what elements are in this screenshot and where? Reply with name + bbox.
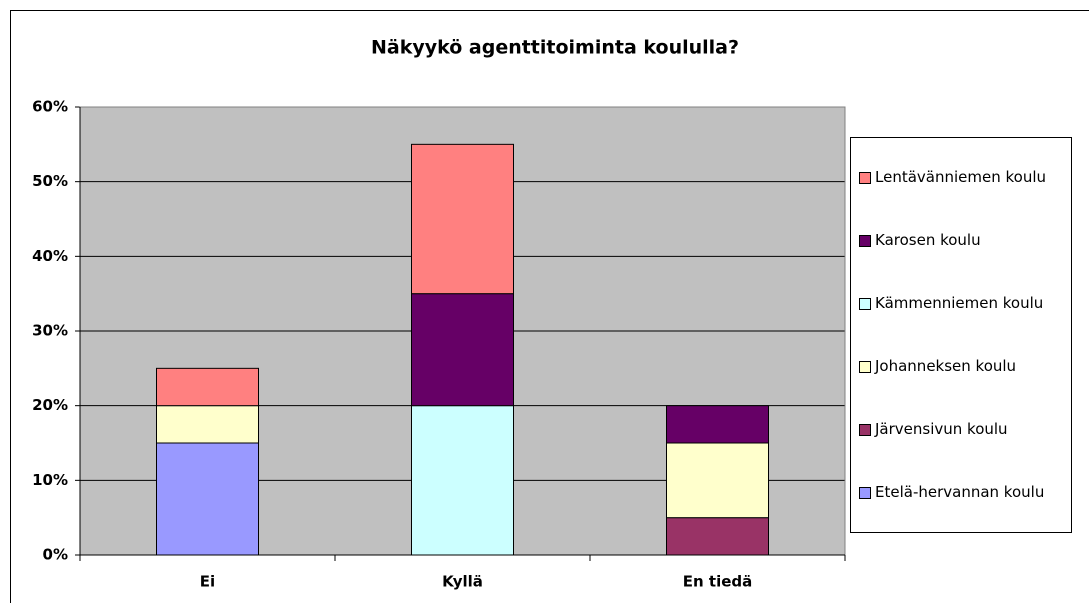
legend-swatch bbox=[859, 487, 871, 499]
bar-segment bbox=[156, 442, 259, 556]
legend-label: Karosen koulu bbox=[875, 231, 981, 249]
legend-item: Lentävänniemen koulu bbox=[859, 168, 1067, 187]
y-tick-label: 10% bbox=[32, 471, 68, 489]
legend-item: Karosen koulu bbox=[859, 231, 1067, 250]
legend-swatch bbox=[859, 361, 871, 373]
legend-item: Kämmenniemen koulu bbox=[859, 294, 1067, 313]
bar-segment bbox=[411, 143, 514, 295]
y-tick-label: 50% bbox=[32, 172, 68, 190]
bar-segment bbox=[666, 517, 769, 556]
legend-label: Järvensivun koulu bbox=[875, 420, 1008, 438]
legend-label: Kämmenniemen koulu bbox=[875, 294, 1044, 312]
bar-segment bbox=[666, 405, 769, 444]
bar-segment bbox=[411, 405, 514, 556]
legend-swatch bbox=[859, 172, 871, 184]
y-tick-label: 0% bbox=[43, 546, 68, 564]
legend-item: Etelä-hervannan koulu bbox=[859, 483, 1067, 502]
bar-segment bbox=[156, 405, 259, 444]
legend-label: Lentävänniemen koulu bbox=[875, 168, 1047, 186]
y-tick-label: 30% bbox=[32, 322, 68, 340]
legend-label: Johanneksen koulu bbox=[875, 357, 1017, 375]
bar-segment bbox=[666, 442, 769, 519]
legend-swatch bbox=[859, 235, 871, 247]
bar-segment bbox=[411, 293, 514, 407]
legend-swatch bbox=[859, 298, 871, 310]
x-tick-label: Kyllä bbox=[442, 573, 483, 591]
chart-title: Näkyykö agenttitoiminta koululla? bbox=[371, 37, 739, 59]
y-tick-label: 20% bbox=[32, 396, 68, 414]
y-tick-label: 60% bbox=[32, 98, 68, 116]
legend-swatch bbox=[859, 424, 871, 436]
legend: Lentävänniemen koulu Karosen koulu Kämmenn… bbox=[850, 137, 1072, 533]
x-tick-label: En tiedä bbox=[683, 573, 753, 591]
legend-label: Etelä-hervannan koulu bbox=[875, 483, 1045, 501]
legend-item: Järvensivun koulu bbox=[859, 420, 1067, 439]
legend-item: Johanneksen koulu bbox=[859, 357, 1067, 376]
x-tick-label: Ei bbox=[200, 573, 215, 591]
y-tick-label: 40% bbox=[32, 247, 68, 265]
bar-segment bbox=[156, 367, 259, 407]
